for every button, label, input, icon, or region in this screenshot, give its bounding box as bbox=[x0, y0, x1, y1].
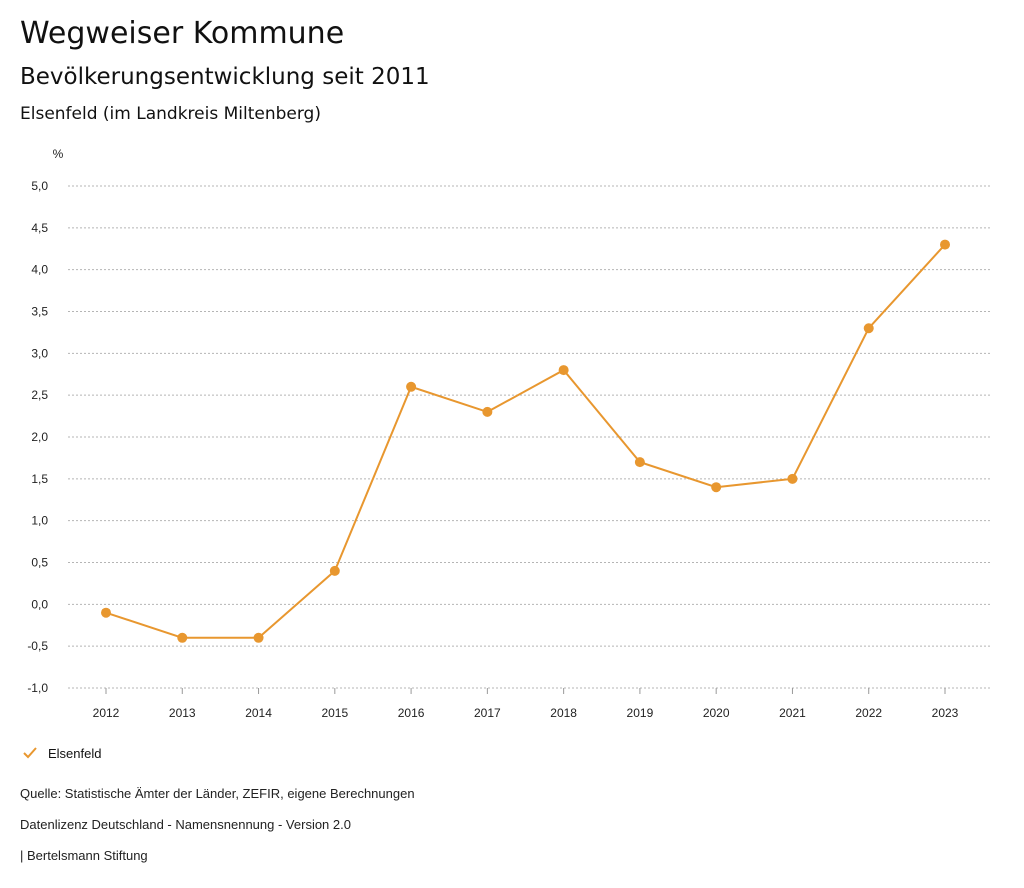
y-axis-unit-label: % bbox=[53, 147, 64, 161]
legend: Elsenfeld bbox=[22, 745, 101, 761]
x-tick-label: 2023 bbox=[932, 706, 959, 720]
line-chart: -1,0 -0,5 0,0 0,5 1,0 1,5 2,0 2,5 3,0 3,5 4,0 4,5 5,… bbox=[27, 147, 990, 720]
data-point[interactable] bbox=[253, 632, 264, 643]
page-title: Wegweiser Kommune bbox=[20, 16, 345, 51]
data-point[interactable] bbox=[177, 632, 188, 643]
x-tick-label: 2019 bbox=[627, 706, 654, 720]
y-tick-label: 2,5 bbox=[31, 388, 48, 402]
data-point[interactable] bbox=[406, 381, 417, 392]
x-tick-label: 2021 bbox=[779, 706, 806, 720]
y-tick-label: -0,5 bbox=[27, 639, 48, 653]
region-label: Elsenfeld (im Landkreis Miltenberg) bbox=[20, 104, 321, 124]
x-tick-label: 2022 bbox=[855, 706, 882, 720]
x-tick-label: 2013 bbox=[169, 706, 196, 720]
y-tick-label: 3,5 bbox=[31, 305, 48, 319]
series-layer bbox=[101, 239, 950, 643]
y-tick-label: 2,0 bbox=[31, 430, 48, 444]
x-tick-label: 2014 bbox=[245, 706, 272, 720]
data-point[interactable] bbox=[940, 239, 950, 250]
data-point[interactable] bbox=[863, 323, 874, 334]
x-tick-label: 2018 bbox=[550, 706, 577, 720]
x-tick-label: 2020 bbox=[703, 706, 730, 720]
y-axis-ticks: -1,0 -0,5 0,0 0,5 1,0 1,5 2,0 2,5 3,0 3,5 4,0 4,5 5,… bbox=[27, 179, 48, 695]
y-tick-label: 1,0 bbox=[31, 514, 48, 528]
x-tick-label: 2017 bbox=[474, 706, 501, 720]
legend-item-label[interactable]: Elsenfeld bbox=[48, 745, 102, 761]
data-point[interactable] bbox=[711, 482, 722, 493]
data-point[interactable] bbox=[787, 473, 798, 484]
x-axis-ticks: 2012 2013 2014 2015 2016 2017 2018 2019 2020 2021… bbox=[93, 688, 959, 720]
license-note: Datenlizenz Deutschland - Namensnennung … bbox=[20, 817, 351, 832]
publisher-note: | Bertelsmann Stiftung bbox=[20, 848, 148, 863]
source-note: Quelle: Statistische Ämter der Länder, Z… bbox=[20, 786, 415, 801]
x-tick-label: 2016 bbox=[398, 706, 425, 720]
data-point[interactable] bbox=[101, 607, 111, 618]
data-point[interactable] bbox=[329, 565, 340, 576]
data-point[interactable] bbox=[634, 457, 645, 468]
x-tick-label: 2015 bbox=[321, 706, 348, 720]
grid-lines bbox=[68, 185, 990, 689]
y-tick-label: 3,0 bbox=[31, 346, 48, 360]
series-line-elsenfeld bbox=[105, 243, 946, 639]
chart-subtitle: Bevölkerungsentwicklung seit 2011 bbox=[20, 64, 430, 90]
x-tick-label: 2012 bbox=[93, 706, 120, 720]
data-point[interactable] bbox=[558, 365, 569, 376]
data-point[interactable] bbox=[482, 406, 493, 417]
y-tick-label: -1,0 bbox=[27, 681, 48, 695]
y-tick-label: 1,5 bbox=[31, 472, 48, 486]
y-tick-label: 0,5 bbox=[31, 556, 48, 570]
legend-check-icon[interactable] bbox=[22, 745, 38, 761]
y-tick-label: 0,0 bbox=[31, 597, 48, 611]
y-tick-label: 4,0 bbox=[31, 263, 48, 277]
y-tick-label: 4,5 bbox=[31, 221, 48, 235]
y-tick-label: 5,0 bbox=[31, 179, 48, 193]
